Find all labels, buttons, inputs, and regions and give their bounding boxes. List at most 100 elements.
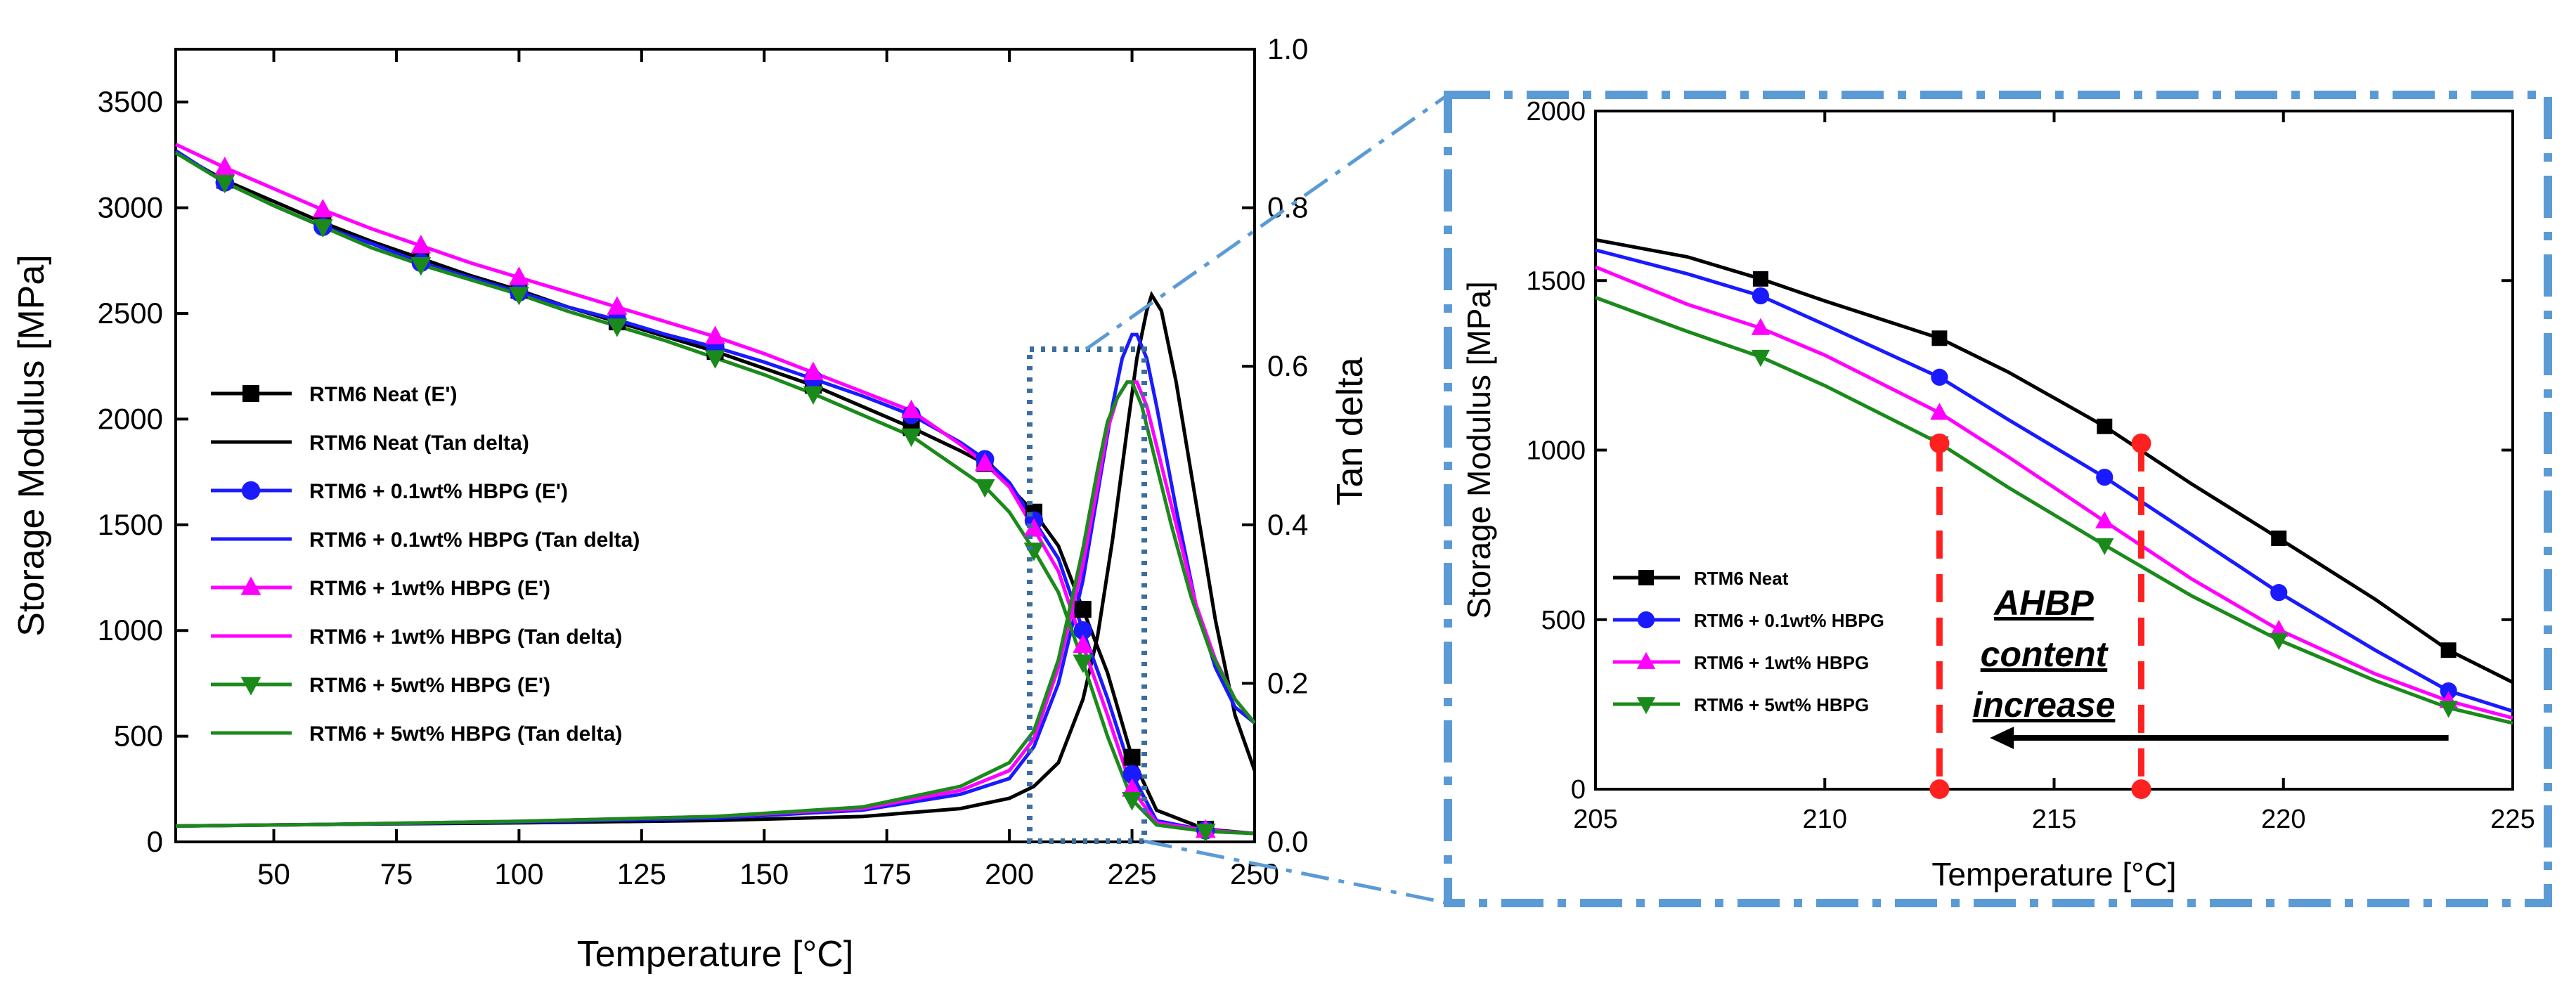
y-tick-label: 0 bbox=[147, 825, 163, 858]
zoom-data-point bbox=[1930, 403, 1949, 420]
data-point bbox=[705, 350, 725, 369]
zoom-series-line-0 bbox=[1595, 238, 2514, 684]
zoom-legend: RTM6 Neat RTM6 + 0.1wt% HBPG RTM6 + 1wt% H… bbox=[1613, 568, 1884, 715]
data-point bbox=[1123, 748, 1141, 766]
annotation-text-2: increase bbox=[1972, 685, 2115, 725]
x-tick-label: 225 bbox=[1108, 857, 1157, 890]
y-tick-label: 3000 bbox=[98, 191, 163, 224]
y-tick-label: 1500 bbox=[98, 508, 163, 541]
zoom-series-group bbox=[1595, 238, 2514, 725]
zoom-x-tick-label: 215 bbox=[2032, 805, 2076, 834]
legend-label-3: RTM6 + 0.1wt% HBPG (Tan delta) bbox=[309, 528, 640, 552]
data-point bbox=[410, 257, 432, 276]
legend-label-2: RTM6 + 0.1wt% HBPG (E') bbox=[309, 480, 568, 503]
arrow-head bbox=[1990, 727, 2014, 749]
y-tick-label: 1000 bbox=[98, 613, 163, 647]
x-axis-title: Temperature [°C] bbox=[577, 934, 854, 975]
series-line-1 bbox=[175, 290, 1257, 828]
data-point bbox=[705, 325, 725, 344]
y2-axis-title: Tan delta bbox=[1330, 357, 1371, 505]
zoom-series-line-2 bbox=[1595, 265, 2513, 720]
y2-tick-label: 0.4 bbox=[1267, 508, 1308, 541]
zoom-legend-label-3: RTM6 + 5wt% HBPG bbox=[1694, 694, 1869, 715]
data-point bbox=[803, 386, 824, 405]
y2-tick-label: 0.0 bbox=[1267, 825, 1308, 858]
data-point bbox=[607, 318, 628, 337]
series-line-7 bbox=[175, 380, 1256, 828]
vline-top-dot-1 bbox=[2131, 433, 2151, 453]
zoom-x-axis-title: Temperature [°C] bbox=[1931, 856, 2176, 892]
y-tick-label: 3500 bbox=[98, 85, 163, 118]
data-point bbox=[803, 361, 824, 381]
zoom-y-tick-label: 1000 bbox=[1526, 436, 1586, 466]
zoom-series-line-3 bbox=[1595, 296, 2513, 725]
zoom-x-tick-label: 205 bbox=[1573, 805, 1617, 834]
zoom-panel-frame bbox=[1444, 91, 2552, 907]
zoom-legend-label-0: RTM6 Neat bbox=[1694, 568, 1789, 589]
zoom-legend-marker-0 bbox=[1638, 570, 1654, 585]
zoom-data-point bbox=[1752, 271, 1768, 287]
data-point bbox=[1073, 654, 1094, 673]
data-point bbox=[410, 235, 432, 254]
zoom-x-tick-label: 210 bbox=[1803, 805, 1847, 834]
zoom-data-point bbox=[2270, 584, 2288, 602]
main-chart: 50 75 100 125 150 175 200 225 2500 500 1000 1500 200… bbox=[11, 32, 1371, 975]
x-tick-label: 150 bbox=[739, 857, 789, 890]
data-point bbox=[974, 452, 995, 472]
zoom-data-point bbox=[2095, 538, 2114, 555]
y-tick-label: 2500 bbox=[98, 297, 163, 330]
zoom-x-tick-label: 225 bbox=[2490, 805, 2535, 834]
data-point bbox=[1122, 778, 1142, 797]
vline-top-dot-0 bbox=[1929, 433, 1950, 453]
zoom-data-point bbox=[1931, 368, 1948, 386]
zoom-markers-group bbox=[1751, 271, 2458, 718]
zoom-data-point bbox=[2097, 418, 2113, 434]
zoom-y-axis-title: Storage Modulus [MPa] bbox=[1461, 281, 1497, 619]
zoom-data-point bbox=[2270, 632, 2289, 650]
vline-bottom-dot-1 bbox=[2131, 779, 2151, 799]
zoom-data-point bbox=[2095, 511, 2114, 528]
data-point bbox=[1122, 765, 1141, 784]
zoom-axes-group: 205 210 215 220 225 0 500 1000 1500 2000 Temperatu… bbox=[1461, 97, 2535, 892]
zoom-data-point bbox=[1752, 287, 1769, 305]
x-tick-label: 200 bbox=[985, 857, 1034, 890]
zoom-data-point bbox=[2440, 642, 2457, 658]
data-point bbox=[1023, 543, 1044, 561]
main-markers-group bbox=[214, 156, 1216, 843]
legend-marker-0 bbox=[242, 385, 259, 402]
legend-label-6: RTM6 + 5wt% HBPG (E') bbox=[309, 674, 550, 697]
x-tick-label: 125 bbox=[617, 857, 666, 890]
zoom-connector-top bbox=[1085, 93, 1449, 351]
main-plot-frame bbox=[174, 48, 1256, 843]
data-point bbox=[607, 296, 628, 315]
zoom-legend-marker-3 bbox=[1636, 697, 1656, 715]
zoom-legend-label-2: RTM6 + 1wt% HBPG bbox=[1694, 652, 1869, 673]
legend-label-1: RTM6 Neat (Tan delta) bbox=[309, 431, 529, 455]
zoom-series-line-1 bbox=[1595, 248, 2513, 713]
legend-label-0: RTM6 Neat (E') bbox=[309, 383, 457, 406]
data-point bbox=[901, 399, 921, 419]
zoom-data-point bbox=[1751, 349, 1771, 368]
y-tick-label: 2000 bbox=[98, 402, 163, 435]
data-point bbox=[509, 266, 529, 285]
data-point bbox=[901, 428, 921, 448]
zoom-legend-label-1: RTM6 + 0.1wt% HBPG bbox=[1694, 610, 1884, 631]
zoom-data-point bbox=[2440, 682, 2457, 700]
zoom-legend-marker-2 bbox=[1636, 651, 1656, 669]
zoom-data-point bbox=[1931, 330, 1948, 346]
zoom-data-point bbox=[2096, 469, 2114, 486]
data-point bbox=[1122, 792, 1142, 811]
legend-marker-6 bbox=[240, 677, 261, 696]
zoom-data-point bbox=[2270, 619, 2289, 637]
x-tick-label: 75 bbox=[380, 857, 413, 890]
data-point bbox=[1073, 634, 1094, 654]
data-point bbox=[1074, 601, 1092, 618]
legend-marker-4 bbox=[240, 576, 261, 595]
main-axes-group: 50 75 100 125 150 175 200 225 2500 500 1000 1500 200… bbox=[11, 32, 1371, 975]
data-point bbox=[509, 287, 529, 306]
y-tick-label: 500 bbox=[114, 720, 163, 753]
zoom-data-point bbox=[1751, 318, 1771, 335]
main-legend: RTM6 Neat (E') RTM6 Neat (Tan delta) RTM6 … bbox=[211, 383, 640, 746]
main-series-group bbox=[174, 143, 1257, 836]
